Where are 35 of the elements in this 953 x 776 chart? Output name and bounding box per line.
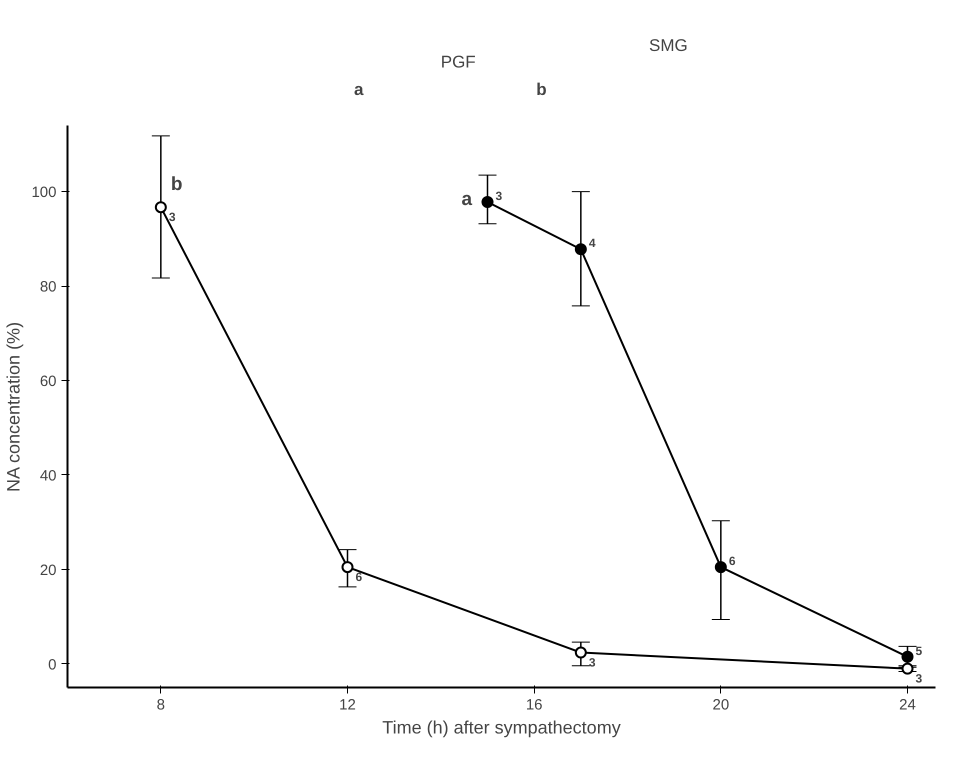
point (902, 662, 914, 675)
annotation: 3 (588, 656, 596, 670)
y-tick-label: 80 (40, 278, 57, 296)
text: a (354, 80, 364, 99)
y-tick-label: 20 (40, 562, 57, 579)
y-tick-label: 40 (40, 467, 57, 484)
point (714, 561, 727, 574)
point (574, 646, 587, 659)
point (154, 201, 167, 214)
series-label: b (170, 174, 182, 196)
annotation: 3 (168, 210, 176, 224)
point (574, 243, 587, 256)
x-tick-label: 24 (899, 696, 916, 714)
annotation: 4 (588, 236, 596, 250)
annotation: 3 (916, 672, 922, 686)
y-tick-label: 0 (48, 656, 56, 674)
annotation: 5 (916, 644, 922, 658)
x-tick-label: 12 (339, 696, 356, 714)
annotation: 6 (728, 554, 736, 568)
y-tick-label: 60 (40, 373, 57, 390)
text: SMG (649, 36, 688, 55)
x-axis-title: Time (h) after sympathectomy (382, 718, 621, 738)
text: b (536, 80, 547, 99)
annotation: 6 (356, 570, 362, 584)
text: PGF (440, 52, 476, 72)
y-axis-title: NA concentration (%) (3, 322, 24, 492)
point (902, 650, 914, 663)
annotation: 3 (496, 189, 502, 204)
x-tick-label: 20 (712, 696, 730, 714)
series-label: a (462, 189, 472, 210)
point (482, 196, 494, 208)
point (342, 561, 354, 574)
x-tick-label: 16 (526, 696, 543, 714)
y-tick-label: 100 (31, 184, 57, 202)
x-tick-label: 8 (156, 696, 166, 714)
